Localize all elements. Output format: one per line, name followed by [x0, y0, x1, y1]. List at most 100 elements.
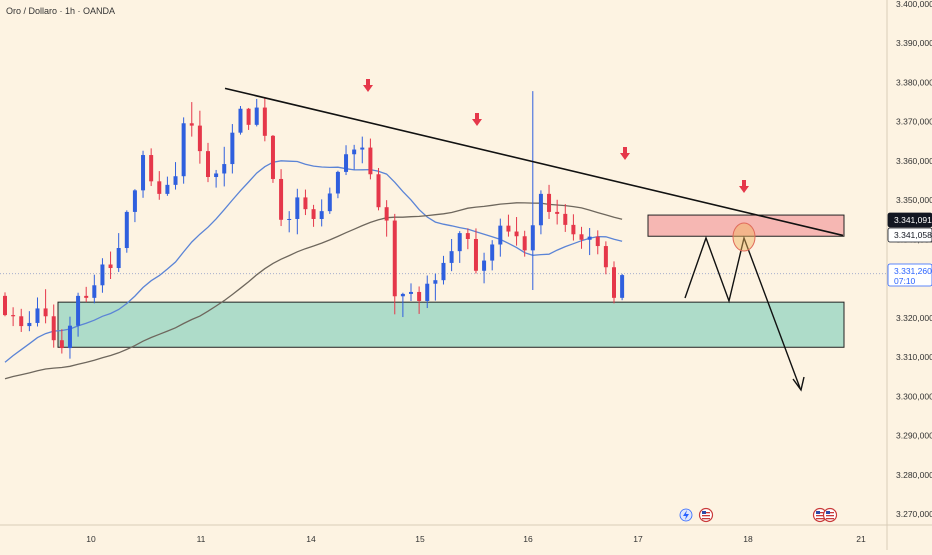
time-tick-label: 10: [86, 534, 96, 544]
candle-body: [482, 260, 487, 271]
candle-body: [108, 264, 113, 269]
candle-body: [384, 207, 389, 221]
candle-body: [222, 164, 227, 174]
candle-body: [132, 190, 137, 212]
candle-body: [620, 275, 625, 298]
price-tick-label: 3.290,000: [896, 431, 932, 441]
candle-body: [571, 224, 576, 235]
flag-stripe: [826, 515, 834, 517]
candle-body: [303, 197, 308, 210]
candle-body: [368, 147, 373, 175]
price-tick-label: 3.360,000: [896, 156, 932, 166]
candle-body: [563, 213, 568, 225]
price-badge-countdown: 07:10: [894, 276, 916, 286]
time-tick-label: 15: [415, 534, 425, 544]
candle-body: [51, 316, 56, 341]
time-tick-label: 11: [197, 534, 206, 544]
candle-body: [197, 125, 202, 152]
price-tick-label: 3.370,000: [896, 117, 932, 127]
ma-fast-line: [4, 160, 623, 363]
candle-body: [473, 238, 478, 271]
candle-body: [141, 155, 146, 191]
flag-stripe: [702, 515, 710, 517]
price-tick-label: 3.350,000: [896, 195, 932, 205]
highlight-circle: [732, 222, 756, 252]
price-badge: [887, 212, 932, 228]
flag-stripe: [702, 518, 710, 520]
candle-body: [76, 295, 81, 326]
candle-body: [43, 308, 48, 317]
flag-stripe: [816, 518, 824, 520]
candle-body: [457, 233, 462, 252]
candle-body: [67, 325, 72, 349]
candle-body: [522, 236, 527, 251]
projection-arrowhead: [792, 376, 805, 392]
price-tick-label: 3.320,000: [896, 313, 932, 323]
candle-body: [157, 181, 162, 194]
time-tick-label: 18: [743, 534, 753, 544]
price-tick-label: 3.310,000: [896, 352, 932, 362]
flag-canton: [826, 511, 830, 514]
candle-body: [238, 108, 243, 133]
down-arrow-marker: [363, 79, 373, 92]
candle-body: [327, 193, 332, 212]
candle-body: [214, 173, 219, 178]
price-badge-value: 3.341,058: [894, 230, 932, 240]
price-tick-label: 3.400,000: [896, 0, 932, 9]
candle-body: [84, 295, 89, 298]
candle-body: [279, 178, 284, 220]
candle-body: [3, 295, 7, 316]
candle-body: [433, 280, 438, 284]
candle-body: [465, 233, 470, 239]
candle-body: [612, 267, 616, 298]
price-tick-label: 3.300,000: [896, 391, 932, 401]
time-tick-label: 17: [633, 534, 643, 544]
time-tick-label: 16: [523, 534, 533, 544]
resistance-zone: [647, 214, 845, 237]
candle-body: [295, 197, 300, 219]
candle-body: [409, 291, 413, 294]
candle-body: [441, 262, 446, 281]
candle-body: [287, 218, 292, 220]
candle-body: [538, 193, 543, 226]
candle-body: [181, 123, 186, 177]
time-tick-label: 21: [856, 534, 866, 544]
candle-body: [270, 135, 275, 179]
candle-body: [335, 171, 340, 194]
candle-body: [376, 174, 381, 208]
candle-body: [189, 123, 194, 126]
lightning-glyph: [683, 510, 689, 520]
candle-body: [92, 285, 97, 298]
candle-body: [392, 220, 397, 297]
price-tick-label: 3.390,000: [896, 38, 932, 48]
candle-body: [514, 231, 519, 237]
candle-body: [319, 211, 324, 219]
price-tick-label: 3.280,000: [896, 470, 932, 480]
candle-body: [344, 154, 349, 172]
candle-body: [360, 147, 365, 150]
candle-body: [35, 308, 40, 323]
price-badge-value: 3.341,091: [894, 215, 932, 225]
candle-body: [417, 291, 422, 301]
candle-body: [311, 209, 316, 219]
candle-body: [449, 251, 454, 263]
price-tick-label: 3.380,000: [896, 77, 932, 87]
flag-stripe: [816, 515, 824, 517]
projection-path: [684, 235, 801, 389]
candle-body: [19, 316, 24, 327]
candle-body: [246, 108, 251, 125]
candle-body: [400, 293, 405, 297]
candle-body: [603, 246, 608, 268]
down-arrow-marker: [620, 147, 630, 160]
candle-body: [352, 149, 357, 155]
price-badge: [887, 263, 932, 287]
candle-body: [100, 264, 105, 286]
candle-body: [230, 132, 235, 165]
candle-body: [506, 225, 511, 232]
price-badge: [887, 227, 932, 243]
candle-body: [124, 211, 129, 249]
price-badge-value: 3.331,260: [894, 266, 932, 276]
candle-body: [587, 236, 592, 240]
